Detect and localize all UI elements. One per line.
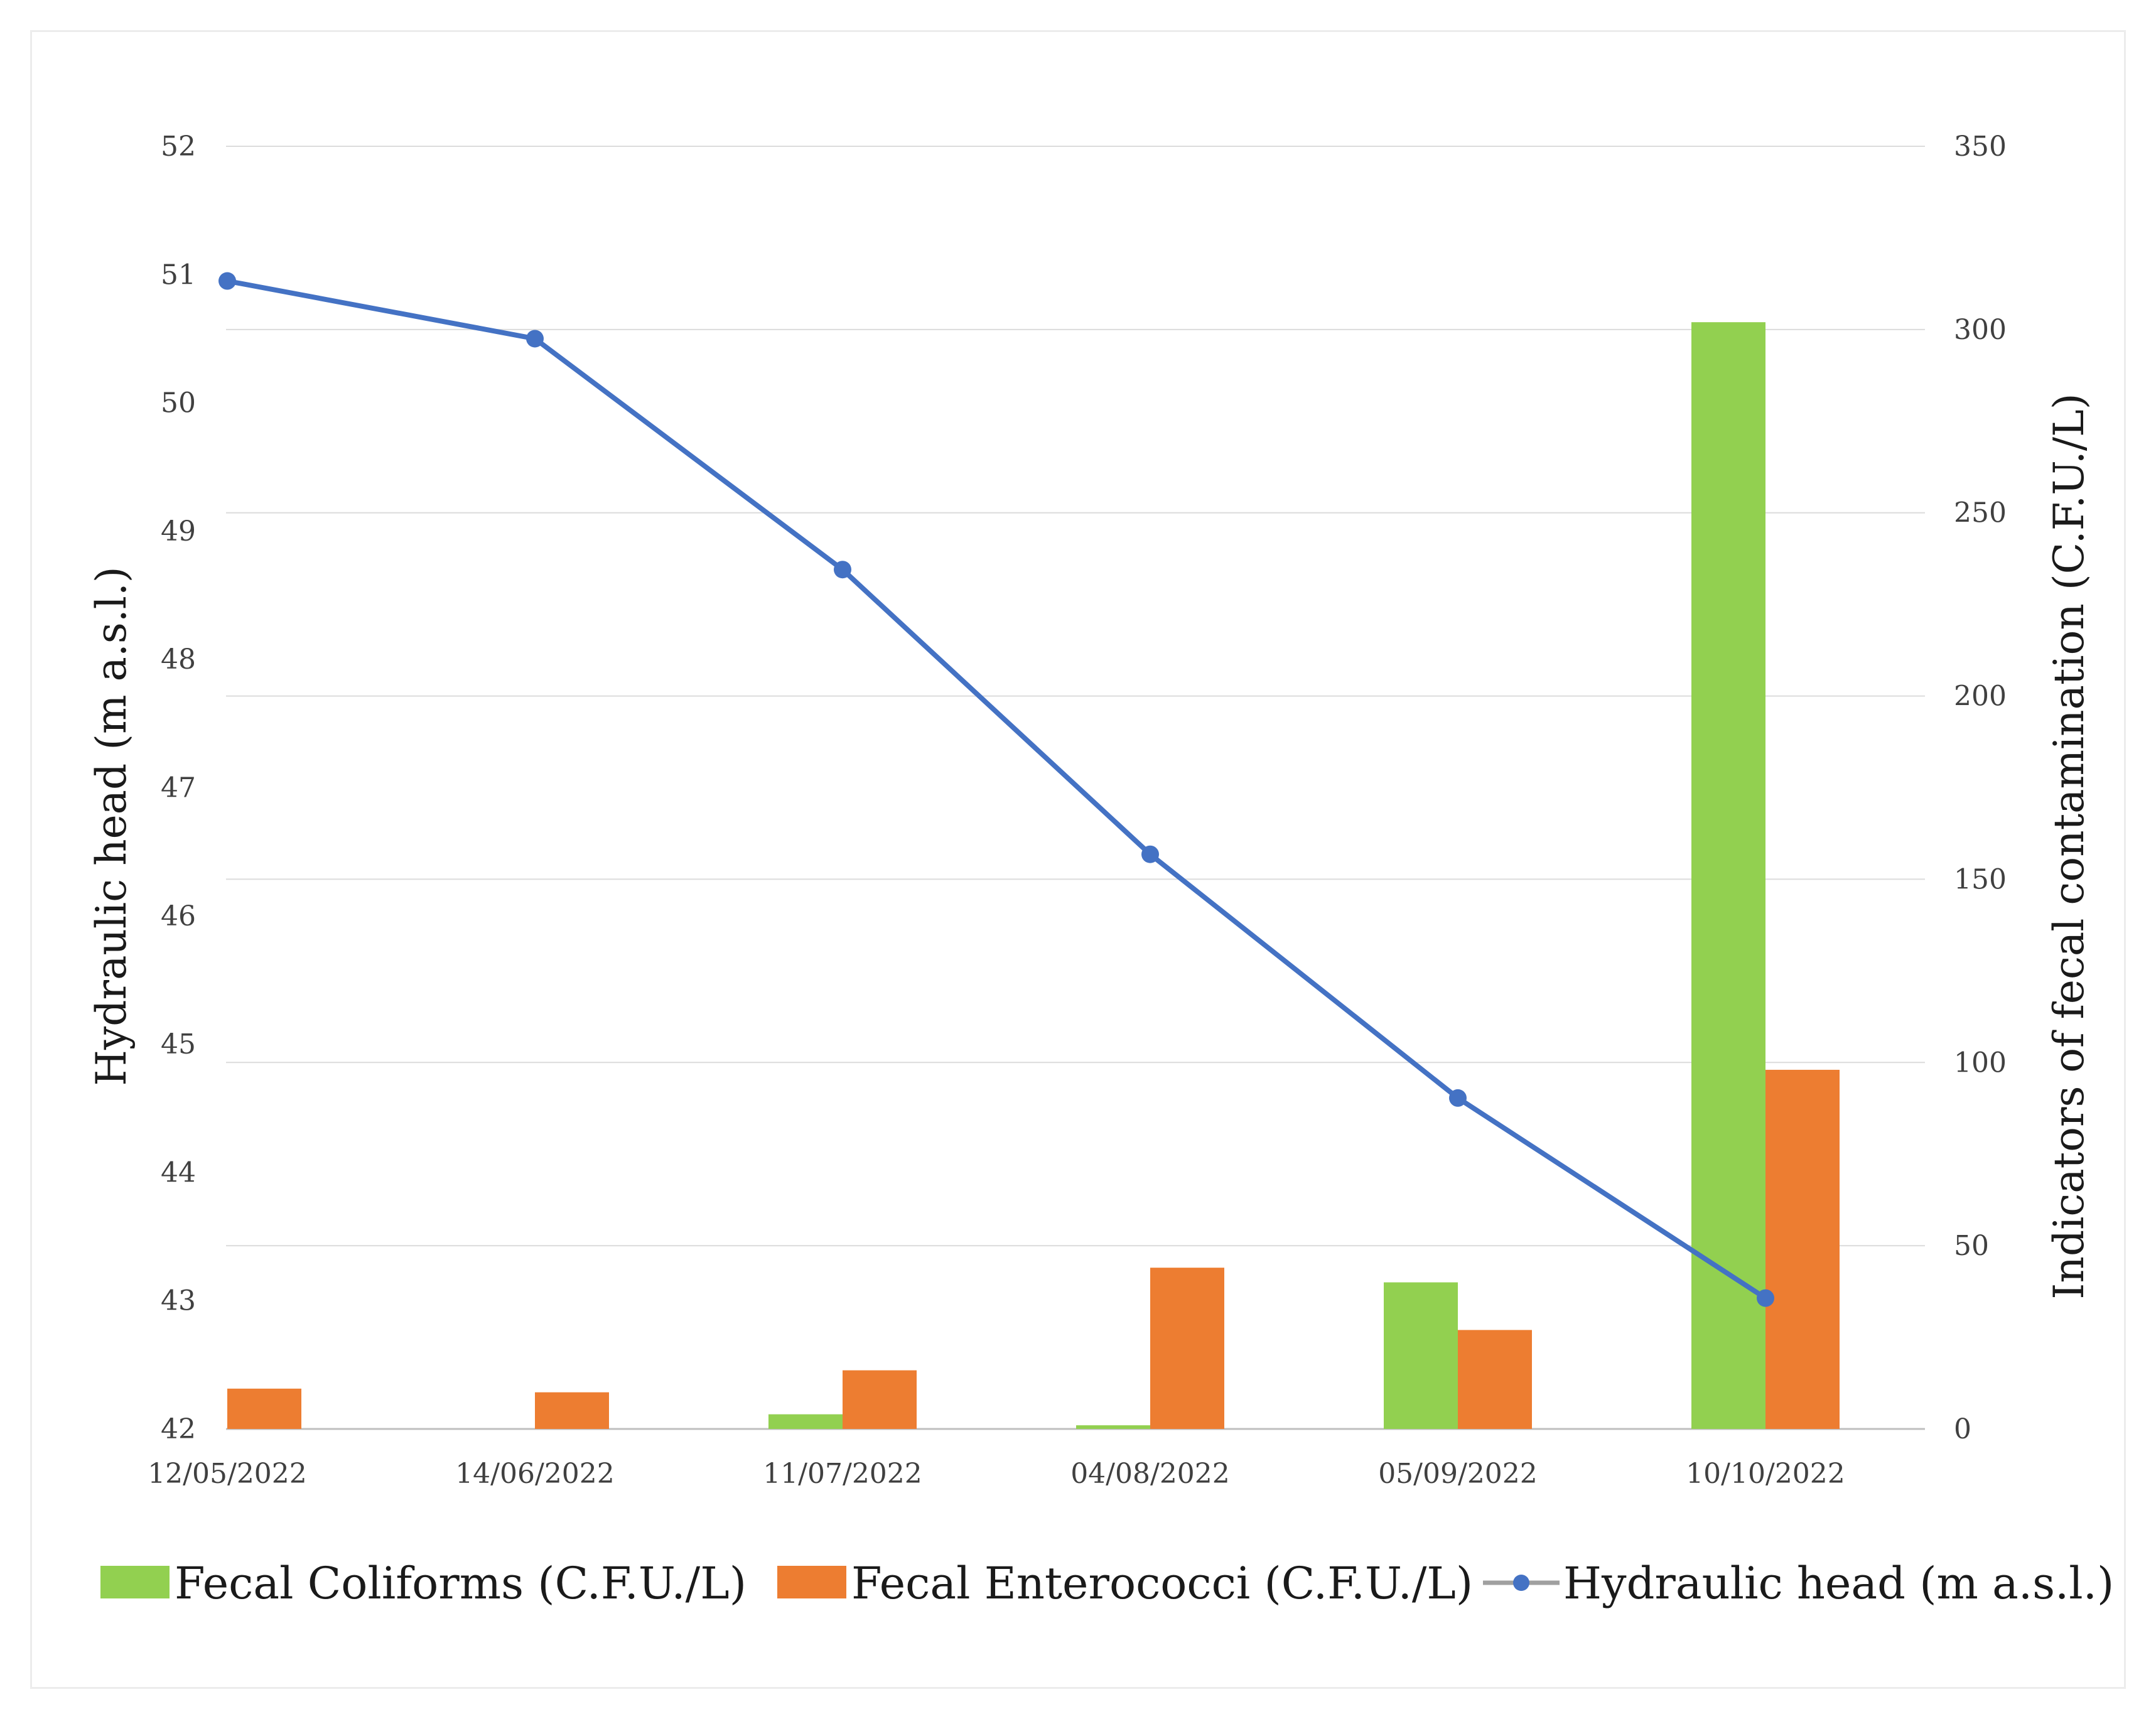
right-axis-title: Indicators of fecal contamination (C.F.U… [2045, 393, 2093, 1299]
x-tick-label: 05/09/2022 [1378, 1458, 1538, 1490]
left-tick-label: 49 [161, 515, 196, 547]
x-tick-label: 12/05/2022 [148, 1458, 307, 1490]
bar-fecal-enterococci [227, 1388, 301, 1429]
right-axis-ticks: 0 50 100 150 200 250 300 350 [1954, 131, 2007, 1445]
legend-swatch-fecal-coliforms [100, 1566, 170, 1598]
legend-label-fecal-enterococci: Fecal Enterococci (C.F.U./L) [851, 1558, 1473, 1609]
right-tick-label: 0 [1954, 1413, 1971, 1445]
legend: Fecal Coliforms (C.F.U./L) Fecal Enteroc… [100, 1558, 2114, 1609]
left-tick-label: 43 [161, 1285, 196, 1317]
bar-fecal-enterococci [1765, 1069, 1840, 1429]
hydraulic-head-line [225, 278, 1768, 1301]
x-tick-label: 11/07/2022 [763, 1458, 922, 1490]
left-axis-title: Hydraulic head (m a.s.l.) [87, 566, 136, 1086]
right-tick-label: 150 [1954, 863, 2007, 895]
left-tick-label: 51 [161, 259, 196, 291]
right-tick-label: 300 [1954, 314, 2007, 346]
x-tick-label: 04/08/2022 [1070, 1458, 1230, 1490]
bar-fecal-coliforms [1384, 1282, 1458, 1429]
hydraulic-head-point [526, 330, 544, 348]
left-tick-label: 47 [161, 772, 196, 804]
right-tick-label: 250 [1954, 497, 2007, 529]
bar-fecal-coliforms [1076, 1425, 1150, 1429]
legend-label-fecal-coliforms: Fecal Coliforms (C.F.U./L) [175, 1558, 747, 1609]
x-tick-label: 10/10/2022 [1686, 1458, 1845, 1490]
hydraulic-head-point [218, 272, 236, 290]
hydraulic-head-point [834, 561, 851, 579]
x-tick-label: 14/06/2022 [455, 1458, 615, 1490]
left-tick-label: 48 [161, 644, 196, 676]
right-tick-label: 50 [1954, 1230, 1989, 1262]
hydraulic-head-point [1757, 1289, 1774, 1307]
bar-fecal-coliforms [768, 1414, 843, 1429]
hydraulic-head-point [1449, 1089, 1467, 1107]
legend-label-hydraulic-head: Hydraulic head (m a.s.l.) [1563, 1558, 2114, 1609]
bar-fecal-enterococci [843, 1370, 917, 1429]
hydraulic-head-point [1141, 845, 1159, 863]
left-tick-label: 45 [161, 1028, 196, 1060]
hydraulic-head-series [218, 272, 1774, 1307]
legend-swatch-fecal-enterococci [777, 1566, 846, 1598]
right-tick-label: 350 [1954, 131, 2007, 163]
left-tick-label: 50 [161, 387, 196, 419]
left-tick-label: 42 [161, 1413, 196, 1445]
left-axis-ticks: 42 43 44 45 46 47 48 49 50 51 52 [161, 131, 196, 1445]
right-tick-label: 200 [1954, 681, 2007, 713]
bar-fecal-enterococci [1458, 1330, 1532, 1429]
bar-fecal-enterococci [1150, 1268, 1224, 1429]
legend-marker-hydraulic-head [1513, 1575, 1529, 1591]
right-tick-label: 100 [1954, 1047, 2007, 1079]
left-tick-label: 46 [161, 900, 196, 932]
bars [227, 322, 1840, 1429]
gridlines [226, 146, 1925, 1430]
x-axis-ticks: 12/05/2022 14/06/2022 11/07/2022 04/08/2022… [148, 1458, 1845, 1490]
bar-fecal-enterococci [535, 1392, 609, 1429]
left-tick-label: 52 [161, 131, 196, 163]
bar-fecal-coliforms [1691, 322, 1765, 1429]
left-tick-label: 44 [161, 1156, 196, 1188]
